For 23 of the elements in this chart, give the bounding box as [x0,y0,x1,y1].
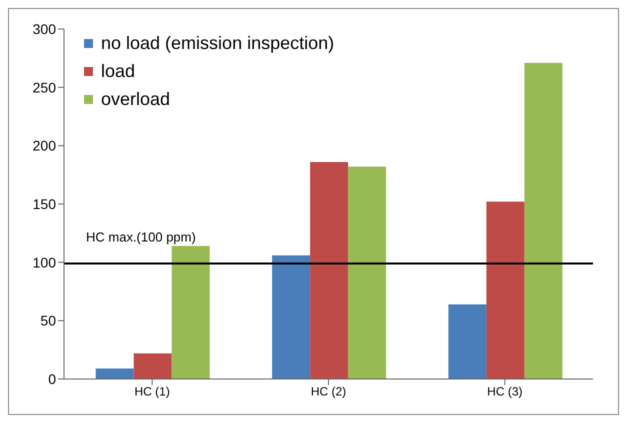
y-tick-label: 200 [32,138,56,154]
x-tick-label: HC (3) [487,384,523,399]
y-tick-label: 50 [40,312,56,329]
x-tick-label: HC (1) [134,384,170,399]
y-tick-label: 300 [32,20,56,37]
y-tick-label: 250 [32,79,56,96]
bar [134,353,172,379]
y-tick-label: 150 [32,196,56,212]
legend-label: overload [101,88,170,111]
x-tick-label: HC (2) [310,384,346,399]
bar [524,62,562,379]
legend-label: no load (emission inspection) [101,32,334,55]
bar [310,162,348,379]
bar [172,246,210,379]
bar [448,304,486,379]
bar [96,368,134,379]
y-tick-label: 100 [32,254,56,270]
y-tick-label: 0 [48,370,56,387]
bar [272,255,310,379]
bar [348,166,386,379]
ref-line-label: HC max.(100 ppm) [86,230,196,244]
bar [486,202,524,379]
legend-label: load [101,60,136,83]
